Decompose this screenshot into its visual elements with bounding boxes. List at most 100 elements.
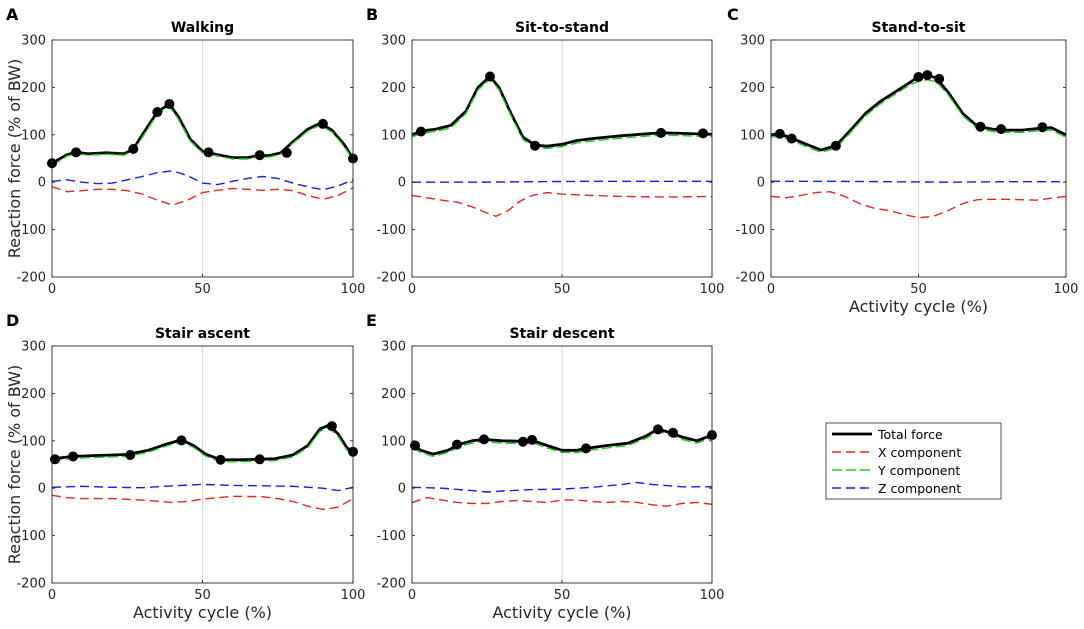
- panel-b: -200 -100 0 100 200 300 0 50 100 Sit-to-stand B: [366, 5, 724, 297]
- total-force-marker: [975, 121, 986, 132]
- x-tick-label: 50: [194, 282, 211, 297]
- series-line-y: [52, 105, 353, 167]
- series-line-z: [412, 180, 712, 183]
- panel-title: Stair descent: [509, 326, 614, 342]
- legend-box: [825, 422, 1002, 500]
- total-force-marker: [326, 421, 337, 432]
- x-tick-label: 100: [700, 588, 725, 603]
- y-tick-label: -200: [376, 271, 406, 286]
- total-force-marker: [1037, 122, 1048, 133]
- series-line-z: [412, 481, 712, 493]
- series-line-z: [52, 483, 353, 492]
- total-force-marker: [527, 434, 537, 445]
- series-line-total: [52, 102, 353, 165]
- total-force-marker: [934, 73, 945, 84]
- x-axis-label: Activity cycle (%): [849, 297, 988, 316]
- x-tick-label: 50: [554, 282, 571, 297]
- y-tick-label: 100: [740, 128, 765, 143]
- x-axis-label: Activity cycle (%): [492, 603, 631, 622]
- total-force-marker: [913, 71, 924, 82]
- total-force-marker: [996, 124, 1007, 135]
- y-tick-label: 0: [38, 482, 46, 497]
- total-force-marker: [656, 127, 666, 138]
- y-tick-label: -100: [735, 223, 765, 238]
- legend: Total force X component Y component Z co…: [825, 422, 1002, 500]
- panel-letter: B: [366, 5, 378, 24]
- total-force-marker: [518, 436, 528, 447]
- panel-a: -200 -100 0 100 200 300 0 50 100 Walking A Reaction…: [5, 5, 365, 297]
- total-force-marker: [128, 144, 139, 155]
- total-force-marker: [479, 434, 489, 445]
- panel-title: Stand-to-sit: [872, 20, 966, 36]
- x-tick-label: 0: [48, 282, 56, 297]
- total-force-marker: [786, 133, 797, 144]
- legend-label-x: X component: [878, 445, 961, 460]
- total-force-marker: [50, 454, 61, 465]
- panel-letter: C: [727, 5, 739, 24]
- x-tick-label: 50: [910, 282, 927, 297]
- total-force-marker: [698, 128, 708, 139]
- y-tick-label: -200: [735, 271, 765, 286]
- panel-d: -200 -100 0 100 200 300 0 50 100 Stair ascent D Act…: [5, 311, 365, 622]
- y-tick-label: -200: [376, 577, 406, 592]
- total-force-marker: [68, 451, 79, 462]
- total-force-marker: [530, 140, 540, 151]
- y-tick-label: 100: [21, 434, 46, 449]
- panel-letter: E: [366, 311, 377, 330]
- y-tick-label: -100: [16, 529, 46, 544]
- y-axis-label: Reaction force (% of BW): [5, 365, 24, 564]
- panel-title: Stair ascent: [155, 326, 250, 342]
- panel-e: -200 -100 0 100 200 300 0 50 100 Stair descent E Ac…: [366, 311, 724, 622]
- series-line-x: [52, 186, 353, 206]
- total-force-marker: [774, 128, 785, 139]
- y-tick-label: -100: [16, 223, 46, 238]
- y-axis-label: Reaction force (% of BW): [5, 59, 24, 258]
- y-tick-label: -100: [376, 529, 406, 544]
- x-tick-label: 50: [194, 588, 211, 603]
- y-tick-label: 100: [381, 434, 406, 449]
- total-force-marker: [203, 147, 214, 158]
- panel-letter: A: [6, 5, 19, 24]
- y-tick-label: -200: [16, 577, 46, 592]
- y-tick-label: 0: [38, 176, 46, 191]
- x-tick-label: 0: [48, 588, 56, 603]
- y-tick-label: 300: [381, 34, 406, 49]
- y-tick-label: 200: [381, 387, 406, 402]
- legend-label-y: Y component: [877, 463, 960, 478]
- x-tick-label: 0: [767, 282, 775, 297]
- panel-title: Sit-to-stand: [515, 20, 609, 36]
- total-force-marker: [410, 440, 420, 451]
- series-line-z: [771, 180, 1066, 183]
- total-force-marker: [125, 450, 136, 461]
- total-force-marker: [653, 424, 663, 435]
- series-line-x: [771, 190, 1066, 219]
- total-force-marker: [485, 71, 495, 82]
- x-tick-label: 100: [341, 588, 366, 603]
- y-tick-label: 300: [21, 34, 46, 49]
- x-tick-label: 100: [700, 282, 725, 297]
- total-force-marker: [152, 107, 163, 118]
- total-force-marker: [416, 126, 426, 137]
- x-tick-label: 100: [341, 282, 366, 297]
- panel-letter: D: [6, 311, 19, 330]
- y-tick-label: 100: [21, 128, 46, 143]
- y-tick-label: 300: [21, 340, 46, 355]
- total-force-marker: [317, 118, 328, 129]
- total-force-marker: [281, 147, 292, 158]
- y-tick-label: -200: [16, 271, 46, 286]
- series-line-z: [52, 170, 353, 191]
- y-tick-label: 200: [381, 81, 406, 96]
- total-force-marker: [922, 70, 933, 81]
- panels-group: -200 -100 0 100 200 300 0 50 100 Walking A Reaction…: [5, 5, 1078, 622]
- series-line-y: [412, 430, 712, 458]
- total-force-marker: [581, 443, 591, 454]
- total-force-marker: [830, 140, 841, 151]
- legend-label-z: Z component: [878, 481, 961, 496]
- x-tick-label: 0: [408, 588, 416, 603]
- series-line-x: [52, 494, 353, 511]
- x-axis-label: Activity cycle (%): [133, 603, 272, 622]
- total-force-marker: [668, 427, 678, 438]
- total-force-marker: [71, 147, 82, 158]
- y-tick-label: 200: [21, 81, 46, 96]
